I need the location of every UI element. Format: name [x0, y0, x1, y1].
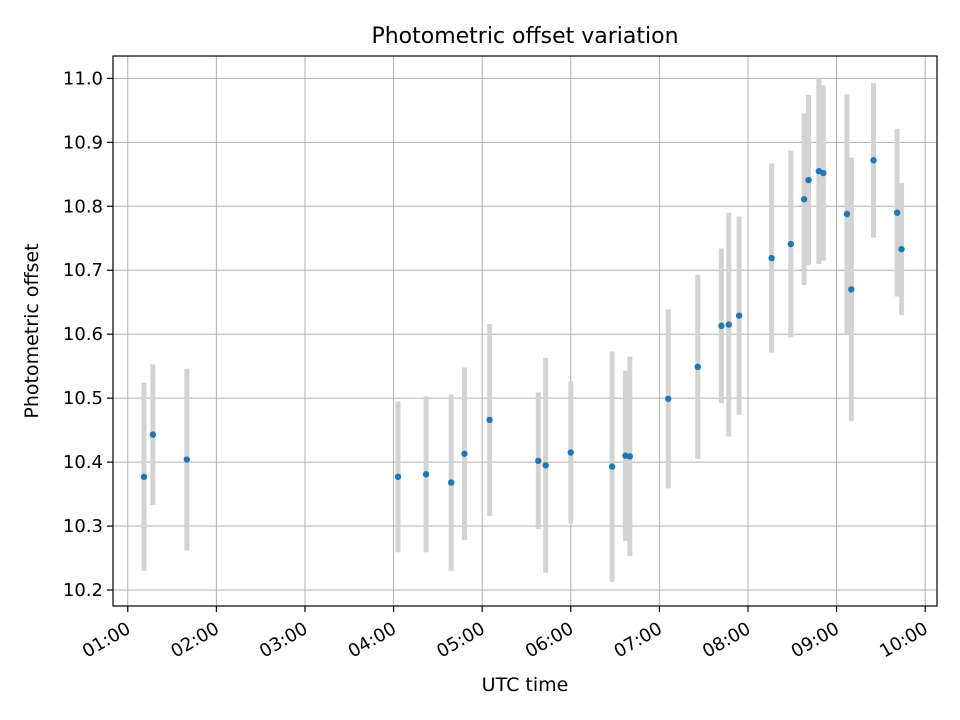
data-point: [870, 157, 877, 164]
y-tick-label: 11.0: [63, 68, 103, 89]
point-layer: [140, 157, 905, 486]
data-point: [447, 479, 455, 486]
chart-title: Photometric offset variation: [371, 24, 678, 49]
data-point: [535, 457, 542, 465]
data-point: [394, 473, 402, 481]
y-axis-label: Photometric offset: [21, 243, 43, 418]
data-point: [800, 196, 808, 203]
y-tick-label: 10.6: [63, 324, 103, 345]
data-point: [567, 449, 574, 456]
data-point: [422, 471, 430, 478]
data-point: [183, 456, 191, 463]
y-tick-label: 10.9: [63, 132, 103, 153]
x-axis-label: UTC time: [482, 674, 569, 696]
data-point: [820, 169, 827, 177]
y-tick-label: 10.5: [63, 388, 103, 409]
data-point: [843, 210, 851, 218]
y-tick-label: 10.7: [63, 260, 103, 281]
data-point: [725, 321, 732, 328]
data-point: [718, 322, 725, 330]
plot-frame: [112, 55, 938, 607]
data-point: [805, 176, 812, 184]
data-point: [626, 453, 634, 460]
data-point: [898, 245, 905, 253]
data-point: [542, 462, 549, 469]
y-tick-label: 10.2: [63, 580, 103, 601]
y-tick-label: 10.3: [63, 516, 103, 537]
data-point: [787, 240, 795, 248]
data-point: [893, 209, 901, 216]
data-point: [665, 395, 672, 402]
data-point: [848, 286, 855, 293]
data-point: [768, 254, 775, 262]
data-point: [735, 312, 743, 319]
y-tick-label: 10.4: [63, 452, 103, 473]
data-point: [486, 416, 493, 424]
data-point: [461, 450, 468, 457]
y-axis-ticks: 10.2 10.3 10.4 10.5 10.6 10.7 10.8 10.9 11.0: [63, 68, 113, 601]
y-tick-label: 10.8: [63, 196, 103, 217]
data-point: [694, 363, 701, 371]
data-point: [140, 473, 148, 481]
grid-layer: [113, 56, 937, 606]
data-point: [149, 431, 157, 438]
data-point: [608, 463, 616, 470]
